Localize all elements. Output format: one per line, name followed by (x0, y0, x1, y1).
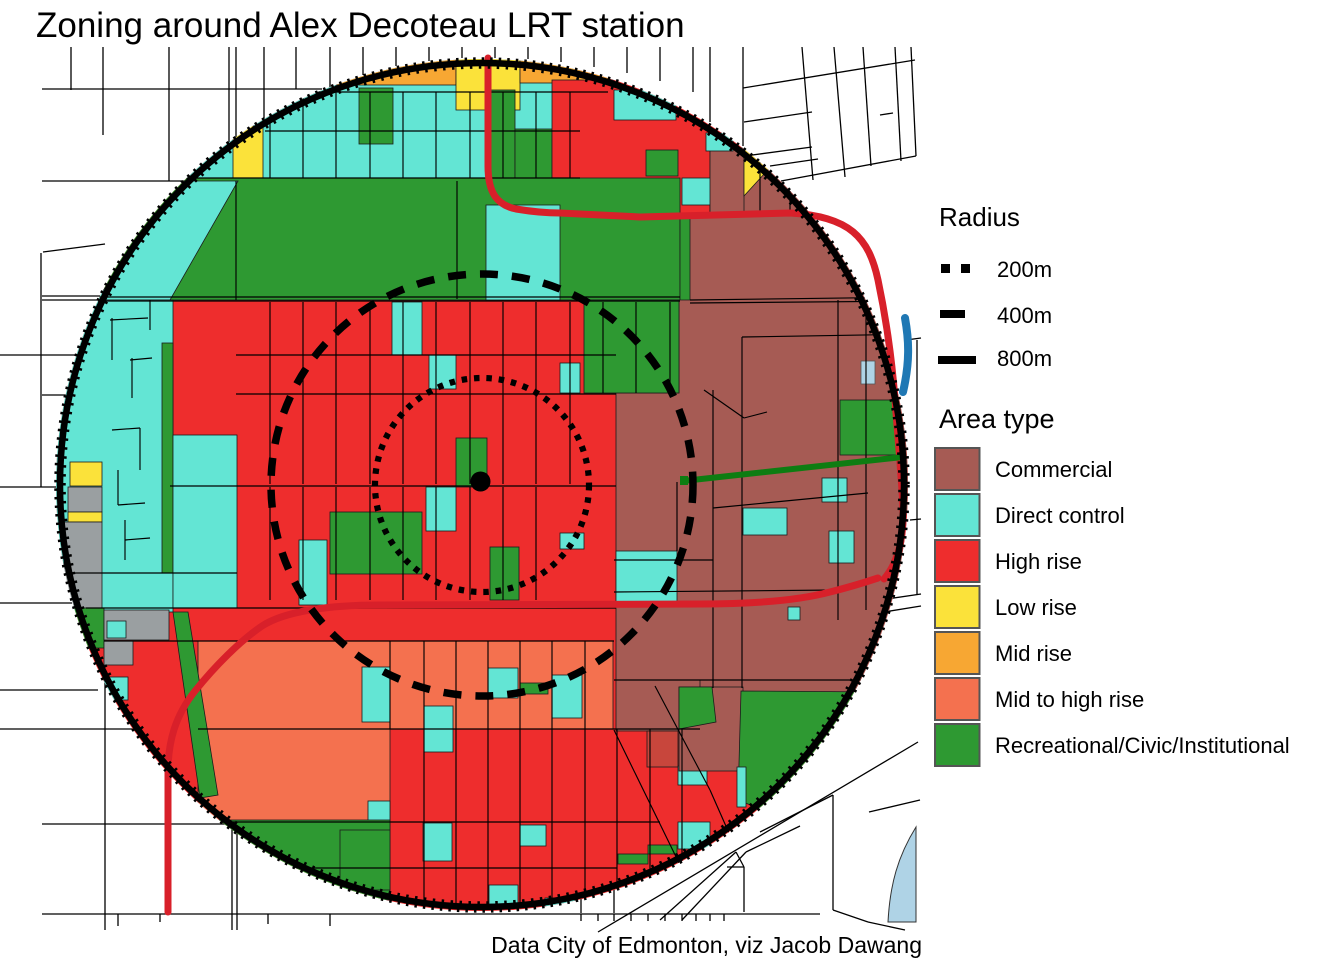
svg-text:800m: 800m (997, 346, 1052, 371)
svg-text:Direct control: Direct control (995, 503, 1125, 528)
svg-text:Radius: Radius (939, 202, 1020, 232)
svg-text:200m: 200m (997, 257, 1052, 282)
svg-text:Mid rise: Mid rise (995, 641, 1072, 666)
svg-text:High rise: High rise (995, 549, 1082, 574)
svg-text:400m: 400m (997, 303, 1052, 328)
svg-text:Recreational/Civic/Institution: Recreational/Civic/Institutional (995, 733, 1290, 758)
svg-text:Data City of Edmonton, viz Jac: Data City of Edmonton, viz Jacob Dawang (491, 932, 922, 958)
svg-text:Mid to high rise: Mid to high rise (995, 687, 1144, 712)
svg-text:Area type: Area type (939, 404, 1055, 434)
svg-text:Zoning around Alex Decoteau LR: Zoning around Alex Decoteau LRT station (36, 6, 685, 45)
svg-text:Commercial: Commercial (995, 457, 1112, 482)
svg-text:Low rise: Low rise (995, 595, 1077, 620)
